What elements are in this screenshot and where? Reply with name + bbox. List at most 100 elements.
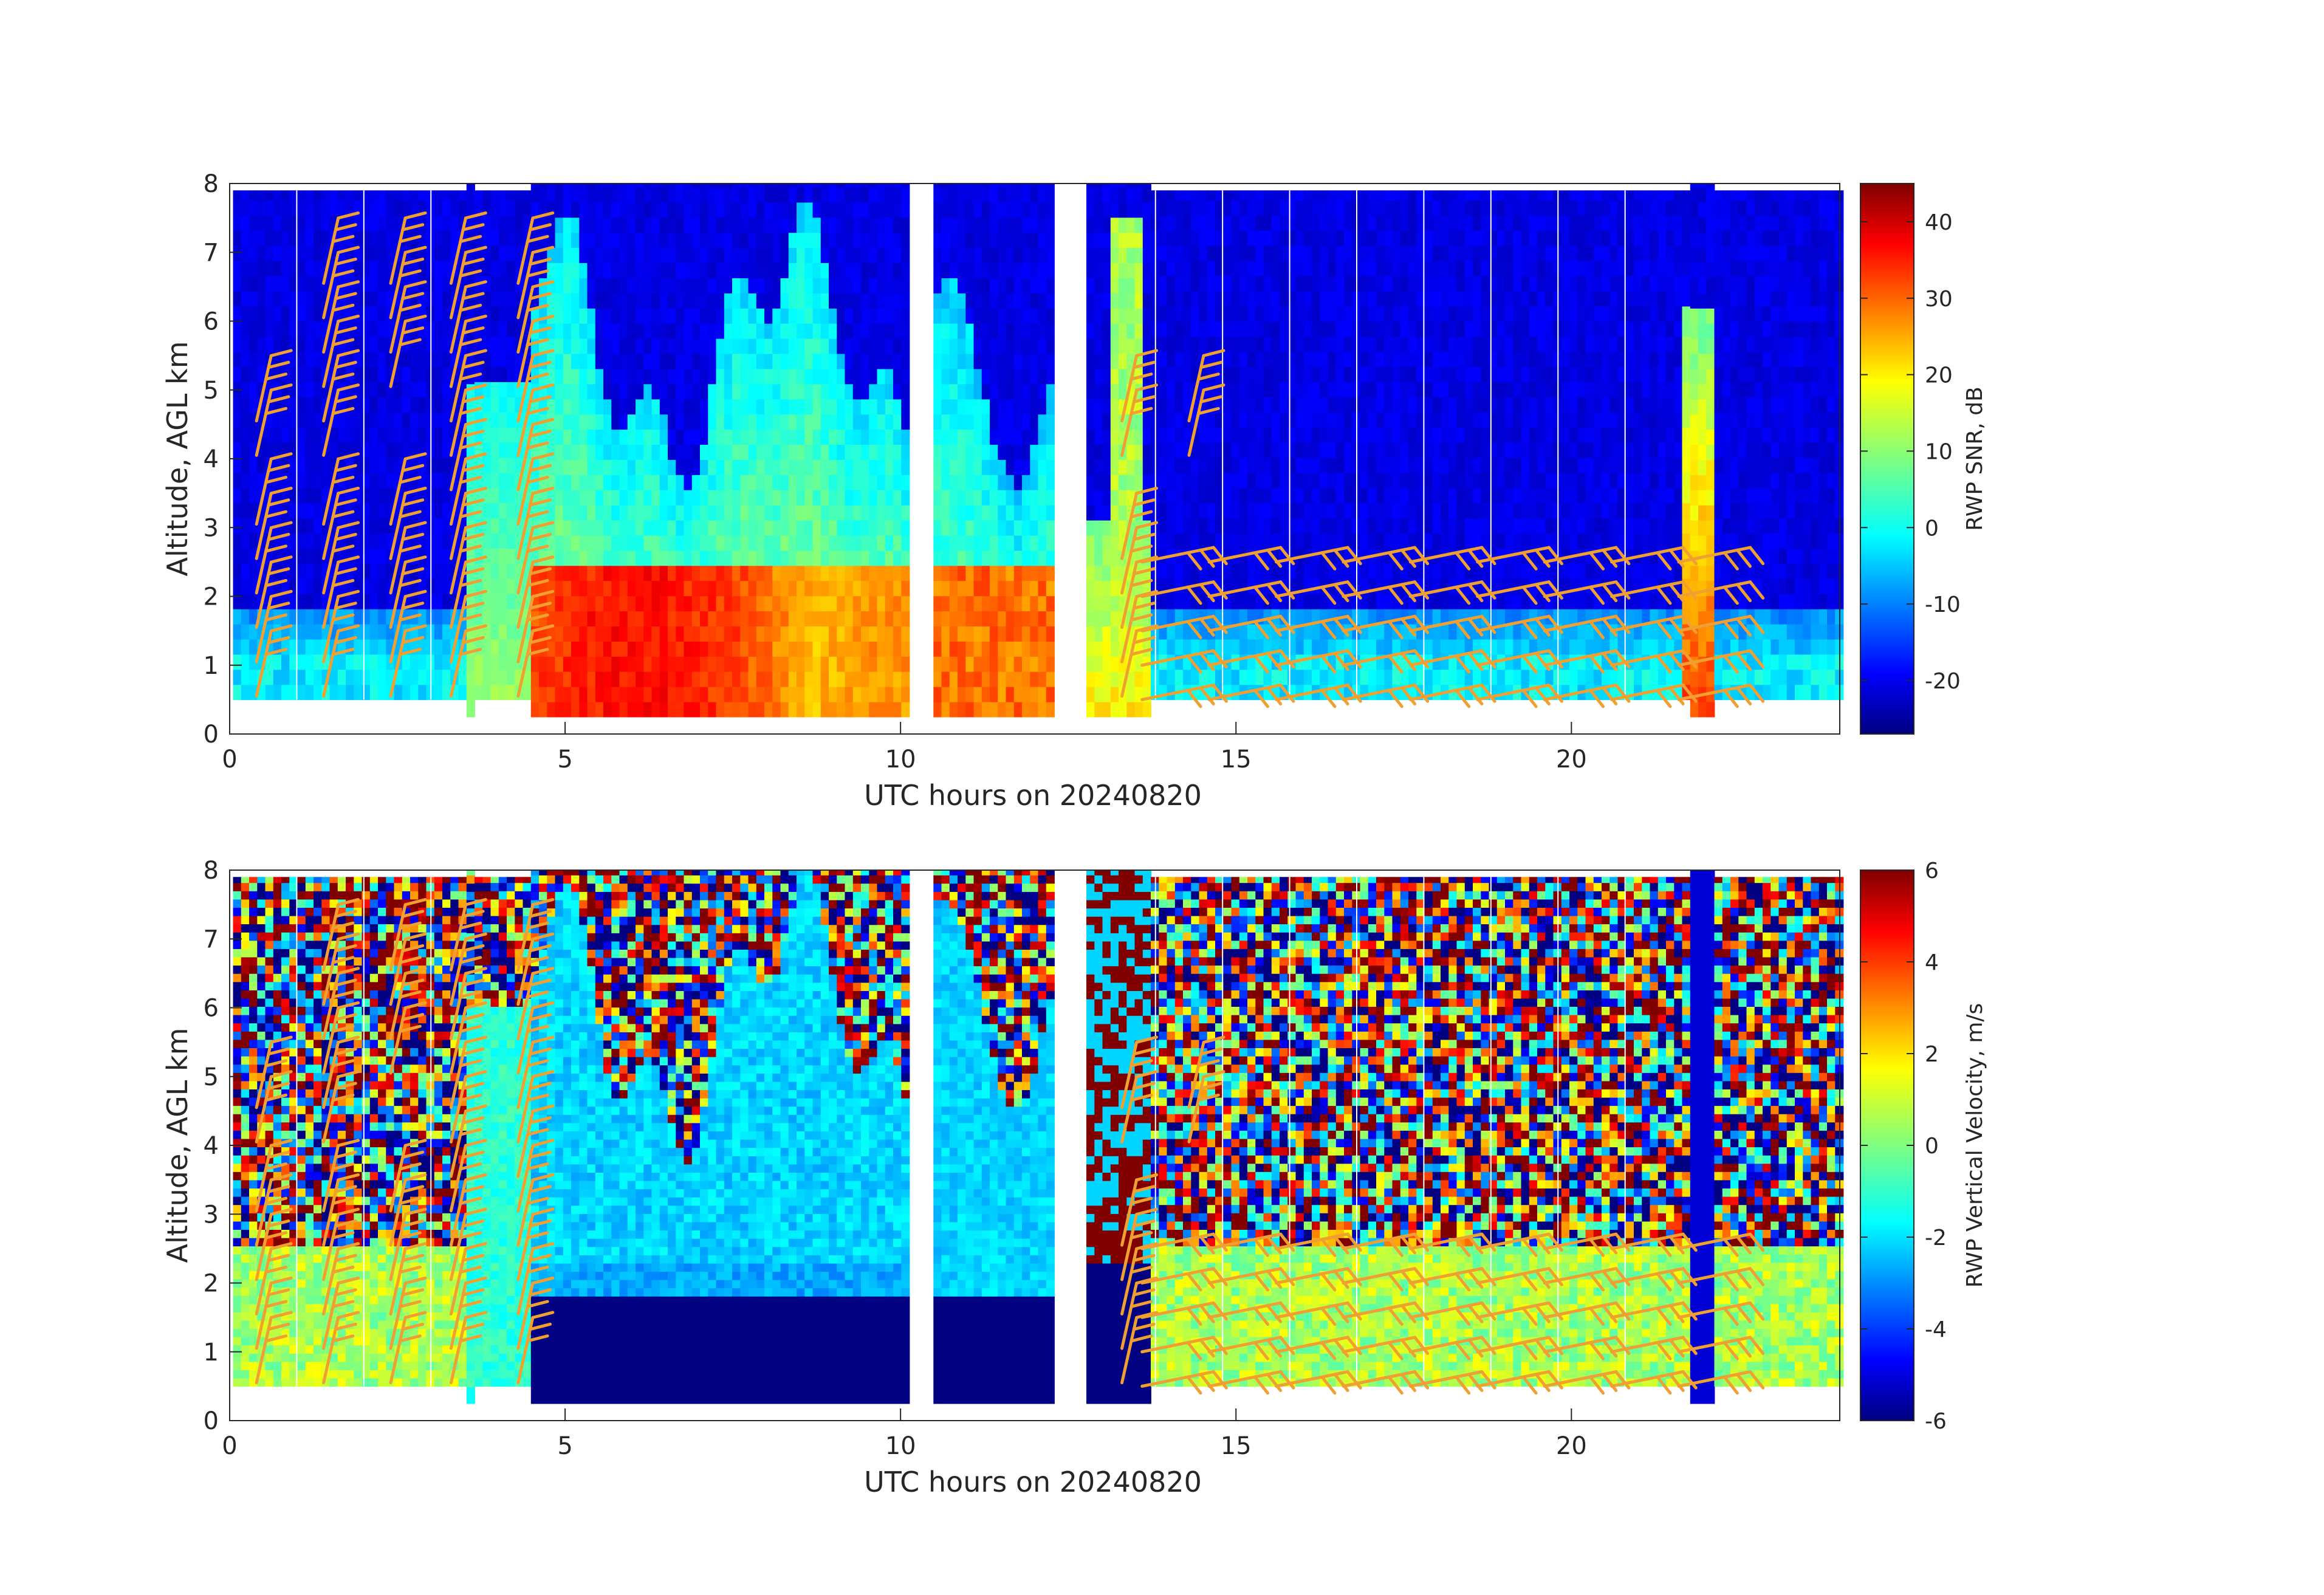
heatmap-cell: [233, 200, 242, 216]
heatmap-cell: [563, 202, 572, 218]
heatmap-cell: [1006, 611, 1015, 626]
heatmap-cell: [1111, 551, 1119, 566]
heatmap-cell: [740, 308, 749, 324]
heatmap-cell: [668, 490, 676, 506]
heatmap-cell: [845, 656, 854, 672]
heatmap-cell: [1038, 278, 1047, 293]
heatmap-cell: [298, 670, 306, 685]
heatmap-cell: [507, 518, 515, 533]
heatmap-cell: [789, 187, 797, 203]
heatmap-cell: [692, 187, 701, 203]
heatmap-cell: [1239, 639, 1248, 655]
heatmap-cell: [1304, 291, 1312, 307]
heatmap-cell: [1296, 563, 1304, 579]
heatmap-cell: [861, 505, 869, 521]
heatmap-cell: [241, 306, 250, 322]
heatmap-cell: [1400, 336, 1409, 352]
heatmap-cell: [1304, 306, 1312, 322]
heatmap-cell: [885, 384, 894, 400]
heatmap-cell: [1400, 190, 1409, 201]
heatmap-cell: [370, 366, 379, 382]
heatmap-cell: [1135, 323, 1143, 339]
heatmap-cell: [362, 336, 371, 352]
heatmap-cell: [804, 338, 813, 354]
heatmap-cell: [789, 338, 797, 354]
heatmap-cell: [1280, 190, 1288, 201]
heatmap-cell: [885, 308, 894, 324]
heatmap-cell: [990, 671, 998, 687]
heatmap-cell: [378, 473, 386, 489]
heatmap-cell: [1094, 429, 1103, 445]
heatmap-cell: [588, 626, 596, 642]
heatmap-cell: [1368, 563, 1377, 579]
heatmap-cell: [869, 459, 877, 475]
heatmap-cell: [789, 323, 797, 339]
heatmap-cell: [434, 291, 443, 307]
heatmap-cell: [1272, 442, 1280, 458]
heatmap-cell: [1280, 261, 1288, 276]
heatmap-cell: [829, 459, 837, 475]
heatmap-cell: [1296, 397, 1304, 413]
heatmap-cell: [1296, 670, 1304, 685]
heatmap-cell: [982, 535, 990, 551]
heatmap-cell: [965, 369, 974, 385]
heatmap-cell: [853, 641, 862, 657]
heatmap-cell: [660, 505, 668, 521]
heatmap-cell: [1264, 503, 1272, 519]
heatmap-cell: [749, 187, 757, 203]
heatmap-cell: [1223, 351, 1232, 367]
heatmap-cell: [990, 369, 998, 385]
heatmap-cell: [499, 276, 507, 292]
heatmap-cell: [716, 308, 725, 324]
heatmap-cell: [306, 563, 314, 579]
heatmap-cell: [853, 626, 862, 642]
heatmap-cell: [716, 626, 725, 642]
heatmap-cell: [692, 702, 701, 718]
heatmap-cell: [467, 671, 475, 687]
heatmap-cell: [1232, 276, 1240, 292]
heatmap-cell: [1159, 412, 1167, 428]
heatmap-cell: [442, 190, 451, 201]
heatmap-cell: [571, 338, 580, 354]
heatmap-cell: [813, 641, 821, 657]
heatmap-cell: [1247, 594, 1256, 609]
heatmap-cell: [1038, 566, 1047, 581]
heatmap-cell: [1143, 232, 1151, 248]
heatmap-cell: [893, 293, 902, 309]
heatmap-cell: [588, 232, 596, 248]
heatmap-cell: [869, 475, 877, 490]
heatmap-cell: [797, 278, 805, 293]
heatmap-cell: [877, 551, 886, 566]
heatmap-cell: [781, 414, 789, 430]
heatmap-cell: [708, 232, 716, 248]
heatmap-cell: [1167, 654, 1176, 670]
heatmap-cell: [877, 520, 886, 536]
heatmap-cell: [1207, 261, 1216, 276]
heatmap-cell: [716, 475, 725, 490]
heatmap-cell: [1103, 671, 1111, 687]
heatmap-cell: [1094, 444, 1103, 460]
heatmap-cell: [1336, 291, 1345, 307]
heatmap-cell: [346, 670, 354, 685]
heatmap-cell: [1175, 190, 1184, 201]
heatmap-cell: [813, 656, 821, 672]
heatmap-cell: [491, 670, 499, 685]
heatmap-cell: [724, 551, 733, 566]
heatmap-cell: [1046, 384, 1055, 400]
heatmap-cell: [901, 702, 910, 718]
heatmap-cell: [595, 202, 604, 218]
heatmap-cell: [732, 520, 741, 536]
heatmap-cell: [740, 218, 749, 233]
heatmap-cell: [579, 293, 588, 309]
heatmap-cell: [708, 626, 716, 642]
heatmap-cell: [1199, 533, 1208, 549]
heatmap-cell: [740, 551, 749, 566]
heatmap-cell: [1143, 308, 1151, 324]
heatmap-cell: [732, 308, 741, 324]
heatmap-cell: [933, 414, 942, 430]
heatmap-cell: [418, 654, 427, 670]
heatmap-cell: [684, 671, 693, 687]
heatmap-cell: [885, 369, 894, 385]
heatmap-cell: [1143, 218, 1151, 233]
heatmap-cell: [1264, 245, 1272, 261]
